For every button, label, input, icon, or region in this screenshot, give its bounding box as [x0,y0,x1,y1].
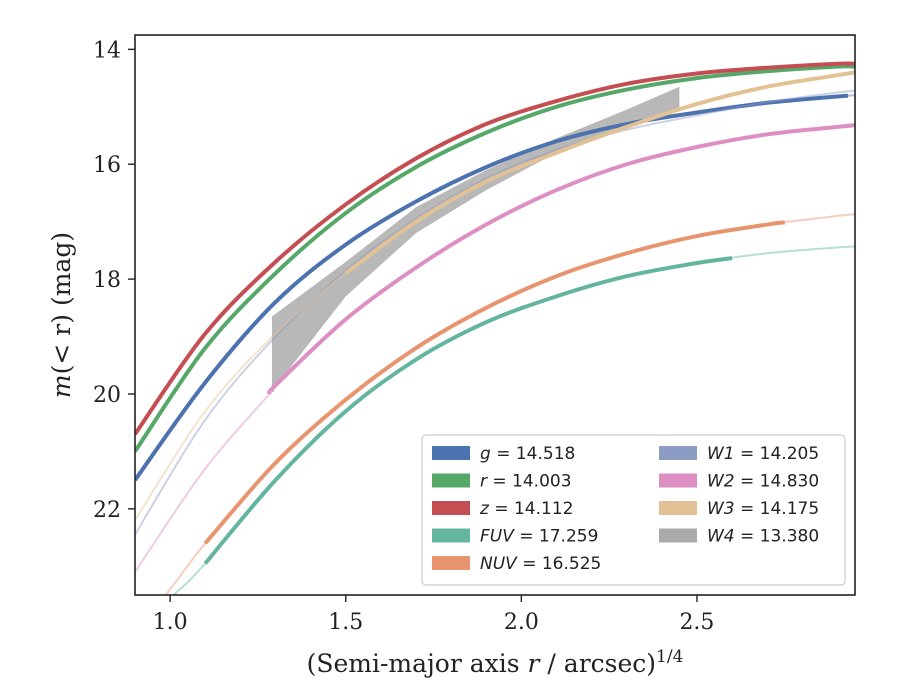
y-tick-label: 20 [93,383,121,408]
x-tick-label: 1.5 [328,610,363,635]
y-axis-ticks: 14 16 18 20 22 [93,38,135,523]
legend-label-w3: W3 = 14.175 [707,499,819,519]
series-fuv-line [203,256,733,565]
legend-swatch-w1 [659,446,697,460]
series-w1-extrapolated [135,89,855,536]
legend-swatch-fuv [432,528,470,543]
legend-label-w4: W4 = 13.380 [707,527,819,547]
y-tick-label: 18 [93,268,121,293]
legend-swatch-w4 [659,528,697,543]
band-w4 [271,86,680,392]
x-tick-label: 2.0 [504,610,539,635]
legend-frame [421,434,846,586]
legend-label-g: g = 14.518 [480,444,575,464]
y-axis-label: m(< r) (mag) [47,232,76,398]
x-axis-label: (Semi-major axis r / arcsec)1/4 [307,647,684,678]
series-nuv-line [203,220,786,545]
legend-swatch-nuv [432,556,470,570]
y-tick-label: 16 [93,153,121,178]
series-g-line [135,93,849,482]
x-tick-label: 2.5 [679,610,714,635]
series-layer [135,61,855,595]
plot-frame [134,34,856,596]
legend-swatch-w2 [659,473,697,488]
legend-swatch-w3 [659,501,697,515]
legend-label-w1: W1 = 14.205 [707,444,819,464]
x-tick-label: 1.0 [153,610,188,635]
legend-label-z: z = 14.112 [479,499,573,519]
legend-label-r: r = 14.003 [480,472,572,492]
legend-label-w2: W2 = 14.830 [707,472,819,492]
y-tick-label: 14 [93,38,121,63]
series-w2-line [267,123,855,395]
series-w3-line [344,70,855,275]
legend-label-nuv: NUV = 16.525 [480,554,601,574]
series-r-line [135,64,855,453]
legend-swatch-r [432,473,470,488]
legend-swatch-z [432,501,470,515]
x-axis-ticks: 1.0 1.5 2.0 2.5 [153,595,714,635]
legend: g = 14.518 r = 14.003 z = 14.112 FUV = 17.2… [421,434,846,586]
series-z-line [135,61,855,436]
legend-label-fuv: FUV = 17.259 [480,527,598,547]
y-tick-label: 22 [93,498,121,523]
legend-swatch-g [432,446,470,460]
